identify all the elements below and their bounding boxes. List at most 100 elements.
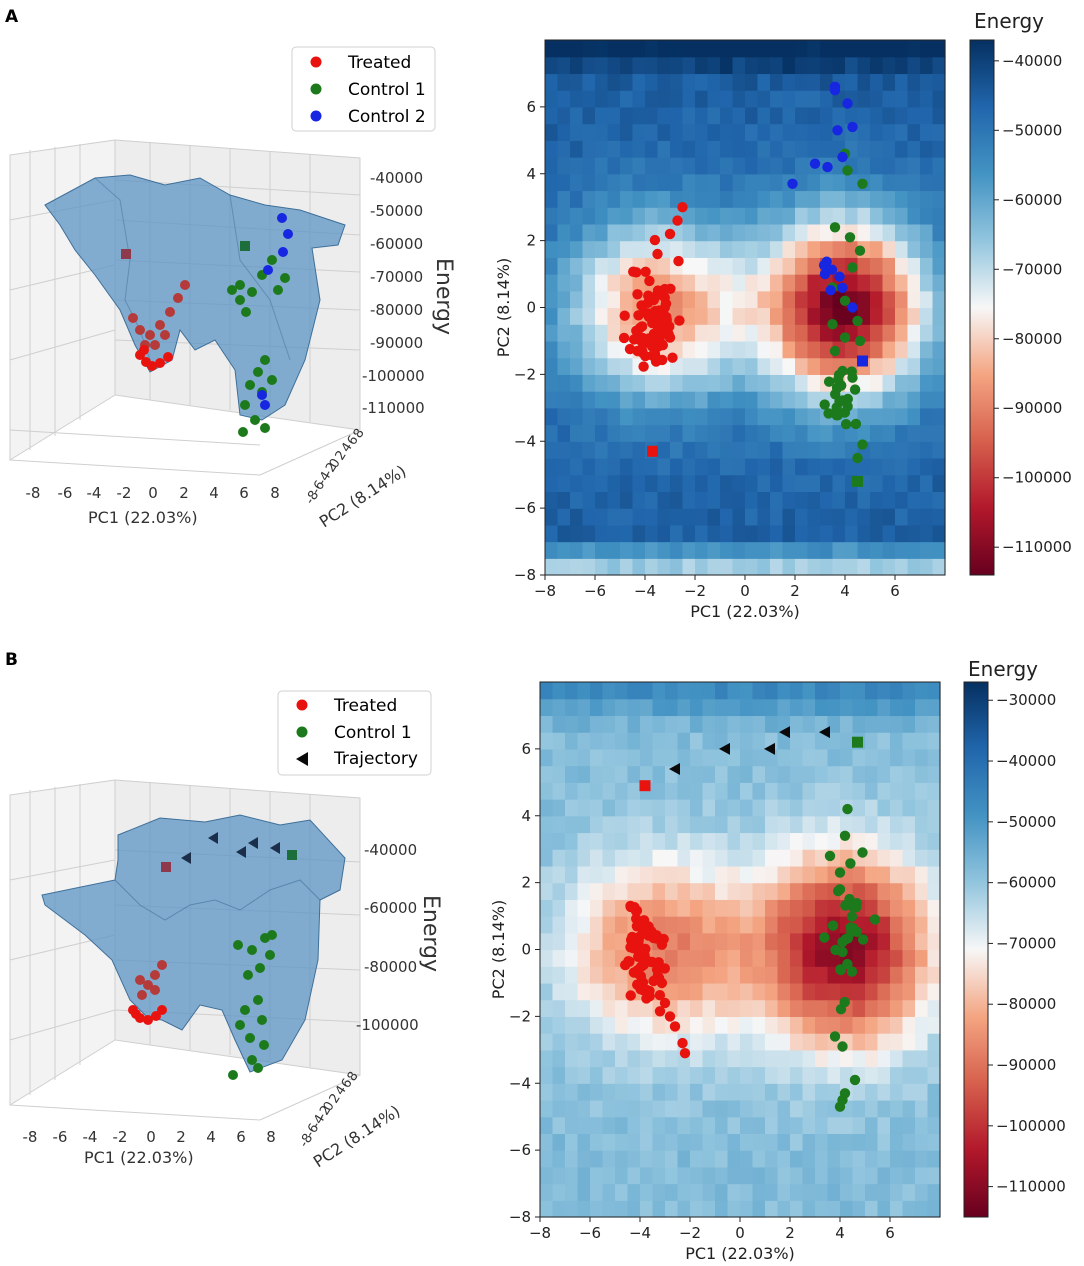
- heatmap-cell: [907, 123, 921, 141]
- heatmap-cell: [570, 524, 584, 543]
- colorbar: Energy−40000−50000−60000−70000−80000−900…: [969, 9, 1072, 576]
- heatmap-cell: [927, 832, 941, 850]
- heatmap-cell: [627, 999, 641, 1017]
- heatmap-cell: [790, 1066, 804, 1084]
- heatmap-cell: [695, 324, 709, 342]
- heatmap-cell: [770, 340, 784, 359]
- heatmap-cell: [607, 307, 621, 325]
- heatmap-cell: [607, 173, 621, 192]
- heatmap-cell: [720, 257, 734, 275]
- x-tick-label: 0: [735, 1224, 745, 1242]
- heatmap-cell: [707, 407, 721, 426]
- heatmap-cell: [602, 1150, 616, 1168]
- heatmap-cell: [695, 407, 709, 426]
- heatmap-cell: [620, 190, 634, 208]
- heatmap-cell: [815, 682, 829, 700]
- heatmap-cell: [657, 157, 671, 175]
- colorbar-tick-label: −100000: [996, 1117, 1066, 1135]
- heatmap-cell: [765, 1133, 779, 1151]
- heatmap-cell: [920, 541, 934, 559]
- heatmap-cell: [745, 223, 759, 242]
- heatmap-cell: [865, 698, 879, 717]
- heatmap-cell: [757, 173, 771, 192]
- heatmap-cell: [565, 1099, 579, 1118]
- heatmap-cell: [745, 391, 759, 409]
- heatmap-cell: [665, 865, 679, 884]
- heatmap-cell: [690, 832, 704, 850]
- heatmap-cell: [807, 374, 821, 392]
- heatmap-cell: [702, 882, 716, 900]
- heatmap-cell: [695, 424, 709, 442]
- heatmap-cell: [915, 698, 929, 717]
- svg-text:-2: -2: [113, 1128, 128, 1146]
- heatmap-cell: [740, 899, 754, 917]
- heatmap-cell: [795, 106, 809, 125]
- heatmap-cell: [852, 1099, 866, 1118]
- heatmap-cell: [795, 257, 809, 275]
- data-point: [673, 255, 684, 267]
- heatmap-cell: [590, 1116, 604, 1135]
- heatmap-cell: [870, 207, 884, 225]
- heatmap-cell: [907, 106, 921, 125]
- heatmap-cell: [740, 732, 754, 750]
- heatmap-cell: [682, 307, 696, 325]
- svg-text:-50000: -50000: [370, 202, 423, 220]
- heatmap-cell: [765, 799, 779, 817]
- heatmap-cell: [632, 491, 646, 509]
- heatmap-cell: [715, 1133, 729, 1151]
- heatmap-cell: [782, 524, 796, 543]
- heatmap-cell: [770, 491, 784, 509]
- data-point: [847, 121, 858, 133]
- heatmap-cell: [740, 982, 754, 1001]
- heatmap-cell: [590, 715, 604, 733]
- heatmap-cell: [595, 73, 609, 91]
- heatmap-cell: [752, 982, 766, 1001]
- heatmap-cell: [782, 106, 796, 125]
- data-point: [636, 321, 648, 332]
- heatmap-cell: [802, 882, 816, 900]
- heatmap-cell: [552, 1016, 566, 1034]
- data-point: [644, 930, 655, 941]
- heatmap-cell: [632, 190, 646, 208]
- heatmap-cell: [782, 457, 796, 476]
- heatmap-cell: [557, 324, 571, 342]
- data-point: [635, 984, 646, 995]
- heatmap-cell: [640, 748, 654, 767]
- heatmap-cell: [577, 782, 591, 800]
- heatmap-cell: [620, 491, 634, 509]
- heatmap-cell: [557, 157, 571, 175]
- heatmap-cell: [632, 140, 646, 158]
- heatmap-cell: [882, 307, 896, 325]
- heatmap-cell: [565, 799, 579, 817]
- heatmap-cell: [890, 682, 904, 700]
- heatmap-cell: [657, 541, 671, 559]
- heatmap-cell: [727, 832, 741, 850]
- heatmap-cell: [607, 223, 621, 242]
- heatmap-cell: [765, 682, 779, 700]
- heatmap-cell: [615, 748, 629, 767]
- heatmap-cell: [665, 715, 679, 733]
- heatmap-cell: [832, 240, 846, 258]
- heatmap-cell: [552, 832, 566, 850]
- heatmap-cell: [545, 223, 559, 242]
- heatmap-cell: [565, 1066, 579, 1084]
- heatmap-cell: [645, 407, 659, 426]
- heatmap-cell: [707, 391, 721, 409]
- heatmap-cell: [727, 1016, 741, 1034]
- heatmap-cell: [602, 698, 616, 717]
- surface3d-a: Treated Control 1 Control 2 -40000 -5000…: [9, 46, 456, 531]
- heatmap-cell: [902, 882, 916, 900]
- heatmap-cell: [570, 424, 584, 442]
- heatmap-cell: [777, 782, 791, 800]
- heatmap-cell: [540, 1033, 554, 1051]
- heatmap-cell: [870, 491, 884, 509]
- surface3d-a-sheet-fold: [94, 177, 291, 361]
- heatmap-cell: [827, 1066, 841, 1084]
- heatmap-cell: [827, 765, 841, 783]
- heatmap-cell: [702, 732, 716, 750]
- heatmap-cell: [665, 1166, 679, 1185]
- heatmap-cell: [727, 748, 741, 767]
- heatmap-cell: [632, 56, 646, 75]
- heatmap-cell: [865, 815, 879, 834]
- heatmap-cell: [582, 40, 596, 58]
